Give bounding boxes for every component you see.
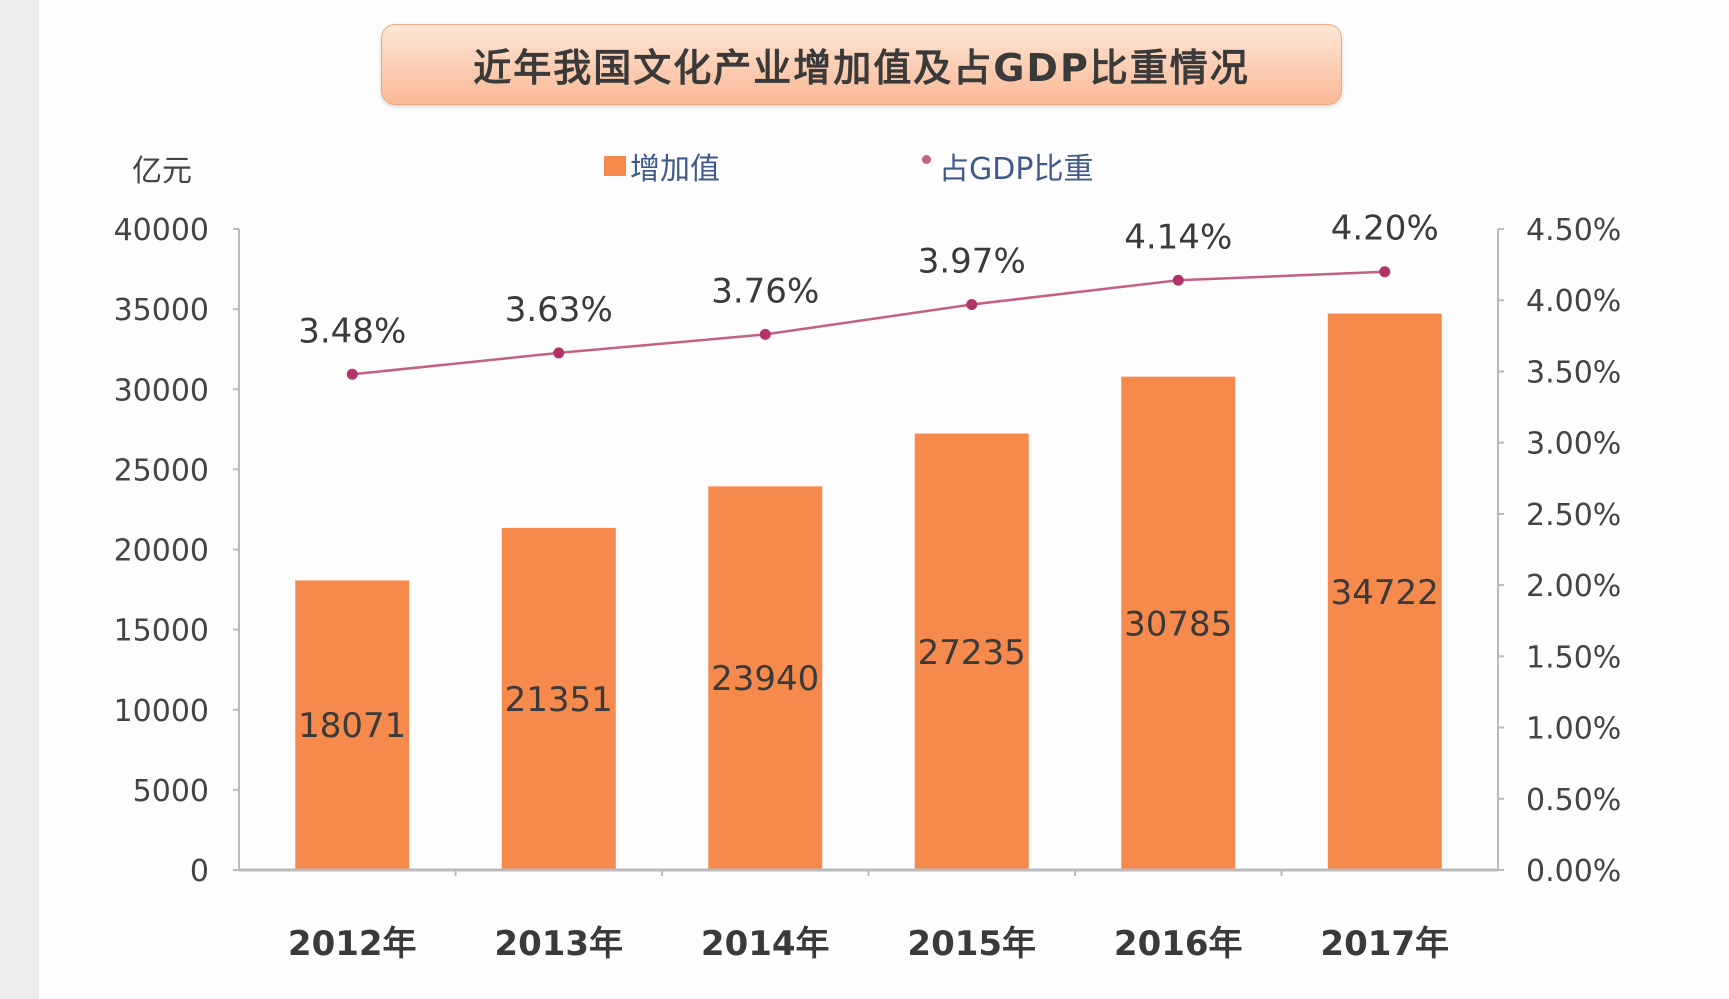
right-tick-label: 3.00% <box>1526 427 1621 462</box>
gdp-share-point <box>759 328 771 340</box>
gdp-share-point <box>1379 266 1391 278</box>
x-tick-label: 2014年 <box>701 924 830 964</box>
x-tick-label: 2016年 <box>1114 924 1243 964</box>
right-tick-label: 2.50% <box>1526 498 1621 533</box>
bar-2015年 <box>914 433 1029 870</box>
gdp-share-label: 3.97% <box>918 241 1026 281</box>
right-tick-label: 1.00% <box>1526 712 1621 747</box>
bar-value-label: 30785 <box>1124 604 1232 644</box>
gdp-share-label: 4.20% <box>1331 209 1439 249</box>
x-tick-label: 2012年 <box>288 924 417 964</box>
bar-2014年 <box>708 486 823 870</box>
left-tick-label: 25000 <box>114 453 209 488</box>
chart-title: 近年我国文化产业增加值及占GDP比重情况 <box>473 46 1250 90</box>
right-tick-label: 4.00% <box>1526 284 1621 319</box>
gdp-share-label: 3.63% <box>505 290 613 330</box>
bar-value-label: 34722 <box>1331 573 1439 613</box>
gdp-share-point <box>346 368 358 380</box>
left-tick-label: 0 <box>190 854 209 889</box>
legend-item-line: 占GDP比重 <box>922 144 1093 188</box>
bar-2012年 <box>295 580 410 870</box>
right-tick-label: 3.50% <box>1526 355 1621 390</box>
right-tick-label: 4.50% <box>1526 213 1621 248</box>
gdp-share-label: 4.14% <box>1124 217 1232 257</box>
gdp-share-point <box>966 298 978 310</box>
left-tick-label: 10000 <box>114 694 209 729</box>
gdp-share-label: 3.48% <box>298 311 406 351</box>
bar-2013年 <box>501 527 616 870</box>
left-margin-strip <box>0 0 39 999</box>
bar-2017年 <box>1327 313 1442 870</box>
left-tick-label: 20000 <box>114 534 209 569</box>
left-tick-label: 5000 <box>133 774 209 809</box>
left-tick-label: 40000 <box>114 213 209 248</box>
y-axis-unit-label: 亿元 <box>132 154 192 189</box>
bar-value-label: 23940 <box>711 659 819 699</box>
x-tick-label: 2015年 <box>907 924 1036 964</box>
right-tick-label: 0.50% <box>1526 783 1621 818</box>
legend-line-marker <box>922 154 931 164</box>
x-tick-label: 2013年 <box>494 924 623 964</box>
legend-item-bar: 增加值 <box>604 144 720 188</box>
left-tick-label: 30000 <box>114 373 209 408</box>
legend-bar-label: 增加值 <box>630 152 720 187</box>
right-tick-label: 2.00% <box>1526 569 1621 604</box>
gdp-share-label: 3.76% <box>711 271 819 311</box>
right-tick-label: 1.50% <box>1526 640 1621 675</box>
bar-2016年 <box>1121 376 1236 870</box>
legend-line-label: 占GDP比重 <box>939 152 1094 187</box>
bar-value-label: 27235 <box>918 633 1026 673</box>
left-tick-label: 35000 <box>114 293 209 328</box>
left-tick-label: 15000 <box>114 614 209 649</box>
bar-value-label: 18071 <box>298 706 406 746</box>
x-tick-label: 2017年 <box>1320 924 1449 964</box>
chart-title-box: 近年我国文化产业增加值及占GDP比重情况 <box>381 24 1342 105</box>
bar-value-label: 21351 <box>505 680 613 720</box>
right-tick-label: 0.00% <box>1526 854 1621 889</box>
gdp-share-line <box>352 270 1385 376</box>
gdp-share-point <box>1172 274 1184 286</box>
gdp-share-point <box>553 347 565 359</box>
legend-bar-swatch <box>604 156 626 176</box>
